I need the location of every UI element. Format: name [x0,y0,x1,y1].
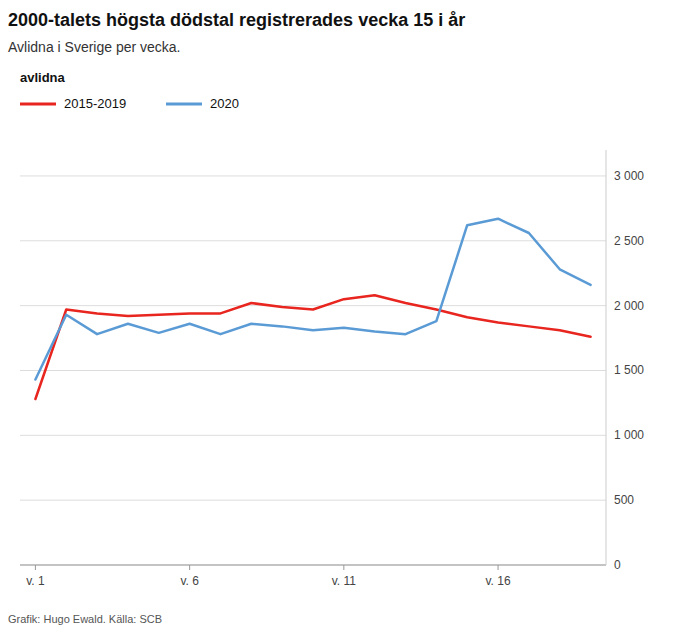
chart: 2000-talets högsta dödstal registrerades… [0,0,676,633]
grid-line [20,175,606,176]
y-tick-label: 1 500 [614,363,644,377]
legend: avlidna 2015-2019 2020 [20,70,239,111]
legend-swatch [166,103,202,106]
legend-label: 2015-2019 [64,96,126,111]
y-tick-label: 2 000 [614,299,644,313]
subtitle: Avlidna i Sverige per vecka. [8,39,181,55]
series-line [35,295,590,399]
title: 2000-talets högsta dödstal registrerades… [8,10,465,30]
x-tick-label: v. 6 [180,574,199,588]
legend-swatch [20,103,56,106]
y-tick-label: 0 [614,558,621,572]
x-tick [343,565,344,570]
y-tick-label: 2 500 [614,234,644,248]
y-tick-label: 3 000 [614,169,644,183]
x-tick-label: v. 16 [485,574,510,588]
y-tick-label: 500 [614,493,634,507]
grid-line [20,305,606,306]
x-tick [189,565,190,570]
grid-line [20,370,606,371]
grid-line [20,565,606,566]
x-tick-label: v. 11 [332,574,357,588]
x-tick-label: v. 1 [26,574,45,588]
x-axis-line [20,565,606,566]
axes: 0 500 1 000 1 500 2 000 2 500 3 000 v. 1 v. 6 v. … [20,150,644,588]
x-tick [498,565,499,570]
grid-line [20,435,606,436]
grid-line [20,240,606,241]
footer: Grafik: Hugo Ewald. Källa: SCB [8,613,162,625]
x-tick [35,565,36,570]
legend-title: avlidna [20,70,66,85]
series-line [35,219,590,380]
plot-area [35,219,590,399]
legend-label: 2020 [210,96,239,111]
y-tick-label: 1 000 [614,428,644,442]
grid-line [20,500,606,501]
y-axis-line [606,150,607,565]
